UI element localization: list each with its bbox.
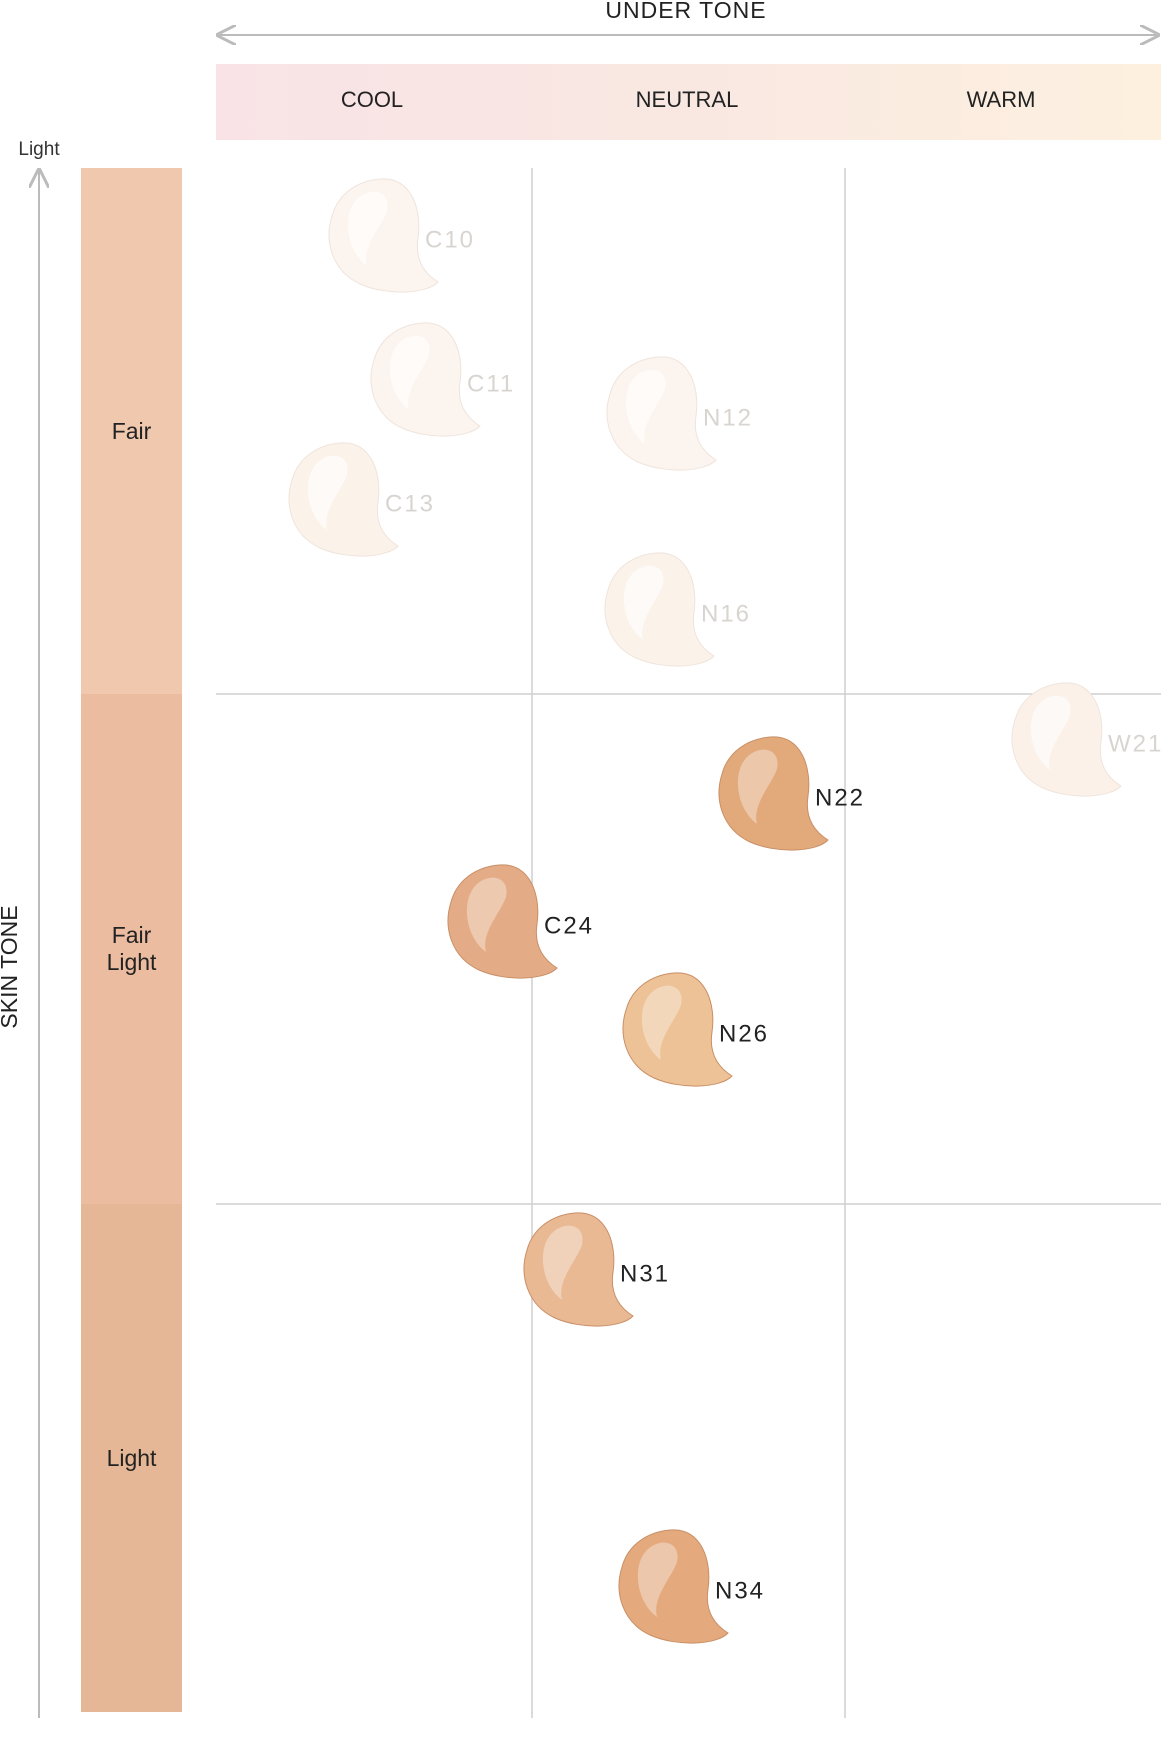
swatch-label: C24	[544, 912, 594, 939]
swatch: C24	[447, 864, 594, 979]
swatch-label: C13	[385, 490, 435, 517]
column-label: NEUTRAL	[636, 87, 739, 112]
swatch-highlight	[737, 749, 778, 824]
column-label: COOL	[341, 87, 403, 112]
swatch-highlight	[542, 1225, 583, 1300]
swatch: N34	[618, 1529, 765, 1644]
swatch: N16	[604, 552, 751, 667]
row-bar: Light	[81, 1204, 182, 1712]
swatch-label: N16	[701, 600, 751, 627]
x-axis-title: UNDER TONE	[605, 0, 766, 23]
swatch-label: C11	[467, 370, 515, 397]
row-bar: Fair	[81, 168, 182, 694]
swatch: N22	[718, 736, 865, 851]
swatch: C11	[370, 322, 515, 437]
swatch: C13	[288, 442, 435, 557]
swatch-shape	[718, 736, 829, 851]
swatch-highlight	[1030, 695, 1071, 770]
swatch-highlight	[307, 455, 348, 530]
header-band	[216, 64, 1161, 140]
row-bar: Fair Light	[81, 694, 182, 1204]
swatch: C10	[328, 178, 475, 293]
swatch-label: N26	[719, 1020, 769, 1047]
swatch: N26	[622, 972, 769, 1087]
row-label: Light	[106, 1444, 157, 1471]
swatches: C10 C11 C13 N12 N16 W21 N22 C24 N26 N31 N34	[288, 178, 1161, 1644]
column-label: WARM	[967, 87, 1036, 112]
swatch-label: N12	[703, 404, 753, 431]
swatch-shape	[523, 1212, 634, 1327]
swatch-label: N22	[815, 784, 865, 811]
swatch: N12	[606, 356, 753, 471]
swatch: W21	[1011, 682, 1161, 797]
swatch-highlight	[623, 565, 664, 640]
row-label: Fair Light	[106, 922, 157, 975]
row-label: Fair	[111, 417, 152, 444]
swatch-highlight	[625, 369, 666, 444]
swatch-shape	[622, 972, 733, 1087]
swatch-label: N34	[715, 1577, 765, 1604]
swatch-label: W21	[1108, 730, 1161, 757]
swatch-highlight	[347, 191, 388, 266]
swatch-highlight	[641, 985, 682, 1060]
y-axis-title: SKIN TONE	[0, 905, 22, 1028]
swatch-label: N31	[620, 1260, 670, 1287]
swatch: N31	[523, 1212, 670, 1327]
y-axis-top: Light	[18, 139, 60, 160]
swatch-highlight	[466, 877, 507, 952]
swatch-highlight	[637, 1542, 678, 1617]
swatch-highlight	[389, 335, 430, 410]
swatch-shape	[447, 864, 558, 979]
swatch-label: C10	[425, 226, 475, 253]
swatch-shape	[618, 1529, 729, 1644]
